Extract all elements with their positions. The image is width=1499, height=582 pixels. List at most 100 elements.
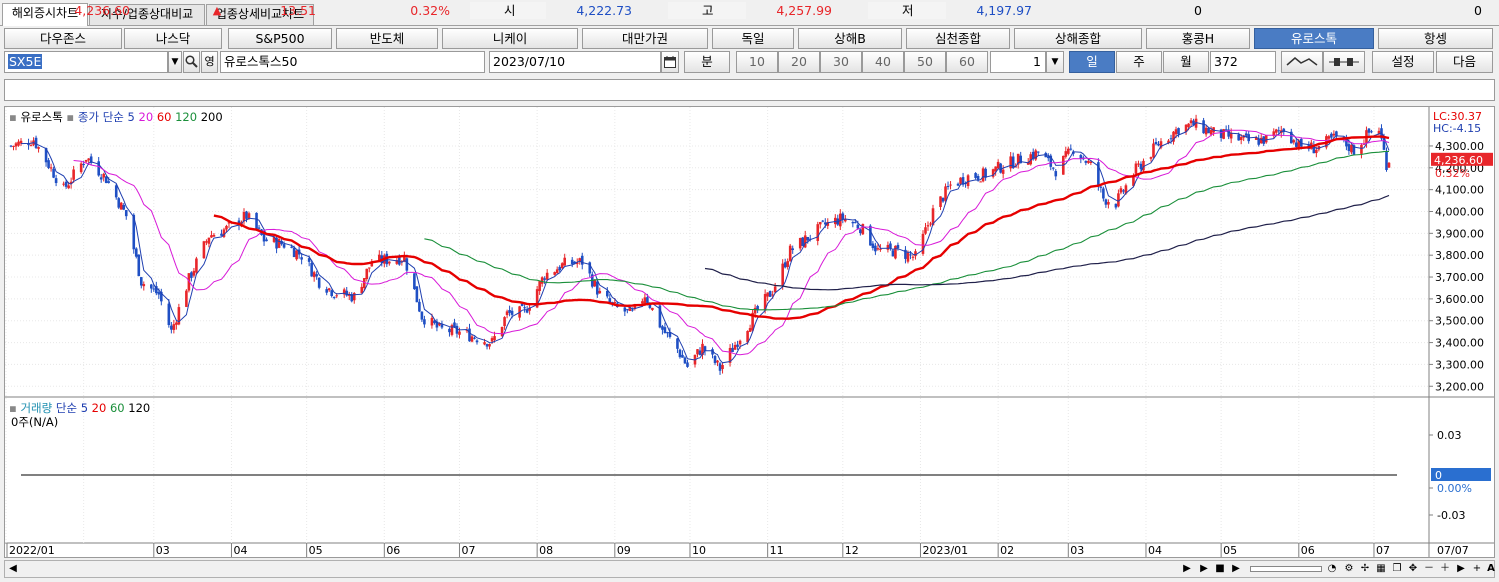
candle-body: [1031, 151, 1035, 159]
index-button-2[interactable]: S&P500: [228, 28, 332, 49]
index-button-8[interactable]: 심천종합: [906, 28, 1010, 49]
zoom-in-icon[interactable]: ＋: [1440, 563, 1450, 574]
index-button-5[interactable]: 대만가권: [582, 28, 708, 49]
settings-button[interactable]: 설정: [1372, 51, 1434, 73]
candle-body: [388, 261, 391, 264]
tick-value-field[interactable]: 1: [990, 51, 1046, 73]
candle-body: [558, 266, 561, 271]
open-price: 4,222.73: [576, 3, 632, 18]
candle-body: [470, 336, 474, 342]
candle-body: [676, 338, 679, 349]
minute-option-30[interactable]: 30: [820, 51, 862, 73]
candle-body: [1174, 129, 1178, 135]
index-button-9[interactable]: 상해종합: [1014, 28, 1142, 49]
candle-body: [247, 213, 251, 219]
candle-body: [450, 325, 454, 335]
index-button-7[interactable]: 상해B: [798, 28, 902, 49]
period-day-button[interactable]: 일: [1069, 51, 1115, 73]
calendar-icon: [664, 56, 676, 68]
candle-body: [187, 273, 191, 291]
stop-icon[interactable]: ■: [1215, 563, 1225, 574]
line-chart-button[interactable]: [1281, 51, 1323, 73]
minute-option-50[interactable]: 50: [904, 51, 946, 73]
candle-body: [543, 278, 546, 280]
period-month-button[interactable]: 월: [1163, 51, 1209, 73]
drag-icon[interactable]: ✥: [1408, 563, 1418, 574]
candle-body: [1134, 163, 1138, 174]
current-price-label: 4,236.60: [1434, 154, 1483, 167]
candle-body: [242, 211, 246, 222]
index-button-4[interactable]: 니케이: [442, 28, 578, 49]
minute-option-10[interactable]: 10: [736, 51, 778, 73]
candle-body: [1177, 128, 1180, 135]
search-button[interactable]: [183, 51, 200, 73]
auto-scale-icon[interactable]: A: [1487, 563, 1495, 574]
tab-index-compare[interactable]: 지수/업종상대비교: [89, 4, 205, 25]
index-button-6[interactable]: 독일: [712, 28, 794, 49]
next-button[interactable]: 다음: [1436, 51, 1493, 73]
candle-chart-button[interactable]: [1323, 51, 1365, 73]
tab-sector-compare[interactable]: 업종상세비교차트: [206, 4, 314, 25]
candle-body: [134, 248, 138, 257]
candle-body: [1219, 129, 1223, 138]
index-button-11[interactable]: 유로스톡: [1254, 28, 1374, 49]
minute-option-20[interactable]: 20: [778, 51, 820, 73]
candle-body: [833, 217, 837, 225]
price-volume-chart[interactable]: 2022/01 03 04 05 06 07 08 09 10 11 12 2023/01 02 03 04…: [5, 107, 1494, 557]
index-button-3[interactable]: 반도체: [336, 28, 438, 49]
crosshair-icon[interactable]: ✢: [1360, 563, 1370, 574]
plus-icon[interactable]: +: [1472, 563, 1482, 574]
candle-body: [736, 344, 739, 347]
index-button-0[interactable]: 다우존스: [4, 28, 122, 49]
date-field[interactable]: 2023/07/10: [489, 51, 661, 73]
play-back-icon[interactable]: ▶: [1200, 563, 1208, 574]
candle-body: [959, 177, 962, 184]
candle-body: [27, 143, 30, 146]
play-icon[interactable]: ▶: [1183, 563, 1191, 574]
symbol-code-field[interactable]: SX5E: [4, 51, 168, 73]
candle-body: [816, 224, 820, 241]
chart-scrollbar[interactable]: [4, 560, 1495, 578]
scroll-left-icon[interactable]: ◀: [9, 563, 17, 574]
minute-option-40[interactable]: 40: [862, 51, 904, 73]
candle-body: [748, 328, 752, 332]
y-tick-label: 3,600.00: [1435, 293, 1484, 306]
fast-forward-icon[interactable]: ▶: [1232, 563, 1240, 574]
zoom-slider[interactable]: [1250, 566, 1322, 572]
candle-body: [403, 255, 406, 262]
tab-overseas-chart[interactable]: 해외증시차트: [2, 3, 88, 26]
calendar-button[interactable]: [661, 51, 679, 73]
count-field[interactable]: 372: [1210, 51, 1276, 73]
volume-no-data: 0주(N/A): [11, 415, 58, 429]
candle-body: [904, 249, 907, 259]
minute-option-60[interactable]: 60: [946, 51, 988, 73]
candle-body: [979, 181, 982, 183]
candle-body: [1257, 138, 1261, 145]
candle-body: [896, 244, 900, 249]
candle-body: [122, 205, 126, 210]
zoom-icon[interactable]: ◔: [1327, 563, 1337, 574]
english-toggle-button[interactable]: 영: [201, 51, 218, 73]
tick-dropdown-button[interactable]: ▼: [1046, 51, 1064, 73]
candle-body: [818, 222, 822, 225]
candle-body: [851, 221, 855, 224]
gear-icon[interactable]: ⚙: [1344, 563, 1354, 574]
copy-icon[interactable]: ❐: [1392, 563, 1402, 574]
candle-body: [1169, 138, 1173, 140]
candle-body: [578, 258, 582, 262]
candle-body: [538, 281, 541, 292]
candle-body: [791, 248, 795, 251]
symbol-dropdown-button[interactable]: ▼: [168, 51, 182, 73]
candle-body: [523, 307, 526, 309]
candle-body: [1139, 163, 1143, 170]
index-button-1[interactable]: 나스닥: [124, 28, 222, 49]
zoom-out-icon[interactable]: －: [1424, 563, 1434, 574]
minute-button[interactable]: 분: [684, 51, 730, 73]
symbol-name-field[interactable]: 유로스톡스50: [220, 51, 485, 73]
period-week-button[interactable]: 주: [1116, 51, 1162, 73]
index-button-10[interactable]: 홍콩H: [1146, 28, 1250, 49]
grid-icon[interactable]: ▦: [1376, 563, 1386, 574]
scroll-right-icon[interactable]: ▶: [1457, 563, 1465, 574]
chart-area[interactable]: 2022/01 03 04 05 06 07 08 09 10 11 12 2023/01 02 03 04…: [4, 106, 1495, 558]
index-button-12[interactable]: 항셍: [1378, 28, 1493, 49]
